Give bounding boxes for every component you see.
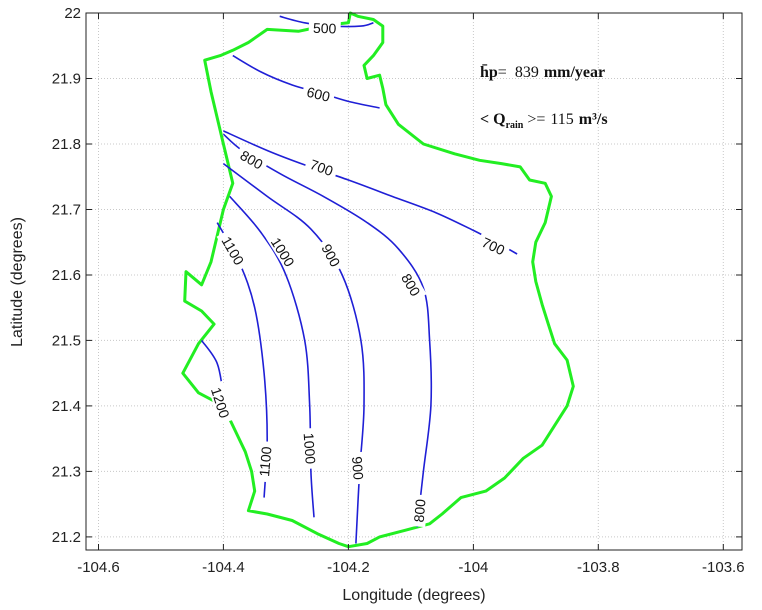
x-tick-label: -104.6 [77, 559, 120, 576]
contour-label-knockout [349, 451, 368, 485]
hp-equals: = [498, 64, 507, 81]
y-tick-label: 21.4 [52, 398, 81, 415]
contour-label-knockout [301, 427, 321, 470]
q-unit: m³/s [579, 111, 608, 128]
contour-label-group: 500 [308, 18, 341, 37]
x-tick-label: -104.4 [202, 559, 245, 576]
x-tick-label: -104.2 [327, 559, 370, 576]
contour-label-group: 1000 [301, 427, 321, 470]
x-tick-label: -103.6 [702, 559, 745, 576]
x-tick-label: -103.8 [577, 559, 620, 576]
contour-label-group: 700 [304, 153, 340, 180]
contour-label-knockout [409, 494, 428, 528]
plot-frame [85, 12, 743, 551]
y-tick-label: 21.3 [52, 463, 81, 480]
contour-label-knockout [266, 230, 302, 273]
contour-label-knockout [475, 231, 512, 260]
y-tick-label: 21.6 [52, 267, 81, 284]
contour-label-knockout [254, 440, 275, 483]
contour-label: 700 [308, 156, 336, 179]
contour-label-knockout [301, 81, 337, 105]
contour-label-knockout [304, 153, 340, 180]
hp-symbol: h̄p [480, 62, 498, 81]
contour-label-group: 800 [409, 494, 429, 528]
y-tick-label: 21.5 [52, 332, 81, 349]
contour-label-knockout [234, 143, 270, 174]
x-axis-ticks: -104.6 -104.4 -104.2 -104 -103.8 -103.6 [77, 13, 745, 576]
y-tick-label: 21.2 [52, 529, 81, 546]
mean-discharge-annotation: < Qrain >= 115 m³/s [480, 111, 608, 131]
contour-line-1000 [229, 195, 315, 518]
hp-unit: mm/year [544, 64, 605, 81]
contour-label-knockout [216, 228, 251, 272]
x-axis-label: Longitude (degrees) [342, 587, 485, 604]
contour-label-knockout [207, 380, 236, 425]
contour-line-800 [222, 133, 433, 528]
q-subscript: rain [506, 120, 524, 131]
q-equals: >= [523, 111, 545, 128]
contour-label-knockout [317, 237, 347, 273]
y-axis-label: Latitude (degrees) [9, 217, 26, 347]
q-value: 115 [550, 111, 573, 128]
y-tick-label: 22 [64, 5, 81, 22]
y-tick-label: 21.9 [52, 71, 81, 88]
contour-label: 1100 [256, 446, 275, 478]
y-tick-label: 21.8 [52, 136, 81, 153]
contour-label-group: 600 [301, 81, 337, 105]
contour-label: 800 [411, 498, 429, 523]
x-tick-label: -104 [458, 559, 488, 576]
contour-label: 900 [349, 456, 367, 481]
mean-precip-annotation: h̄p= 839 mm/year [480, 62, 605, 81]
y-axis-ticks: 21.2 21.3 21.4 21.5 21.6 21.7 21.8 21.9 22 [52, 5, 742, 546]
hp-value: 839 [515, 64, 539, 81]
contour-label-group: 1100 [254, 440, 275, 483]
contour-label-knockout [396, 266, 427, 303]
grid [86, 12, 742, 550]
q-symbol: < Q [480, 111, 506, 128]
contour-label: 500 [313, 20, 337, 37]
contour-label: 1000 [301, 432, 319, 464]
contour-label-knockout [308, 18, 341, 36]
contour-label-group: 900 [349, 451, 368, 485]
contour-label: 600 [305, 84, 332, 105]
y-tick-label: 21.7 [52, 202, 81, 219]
